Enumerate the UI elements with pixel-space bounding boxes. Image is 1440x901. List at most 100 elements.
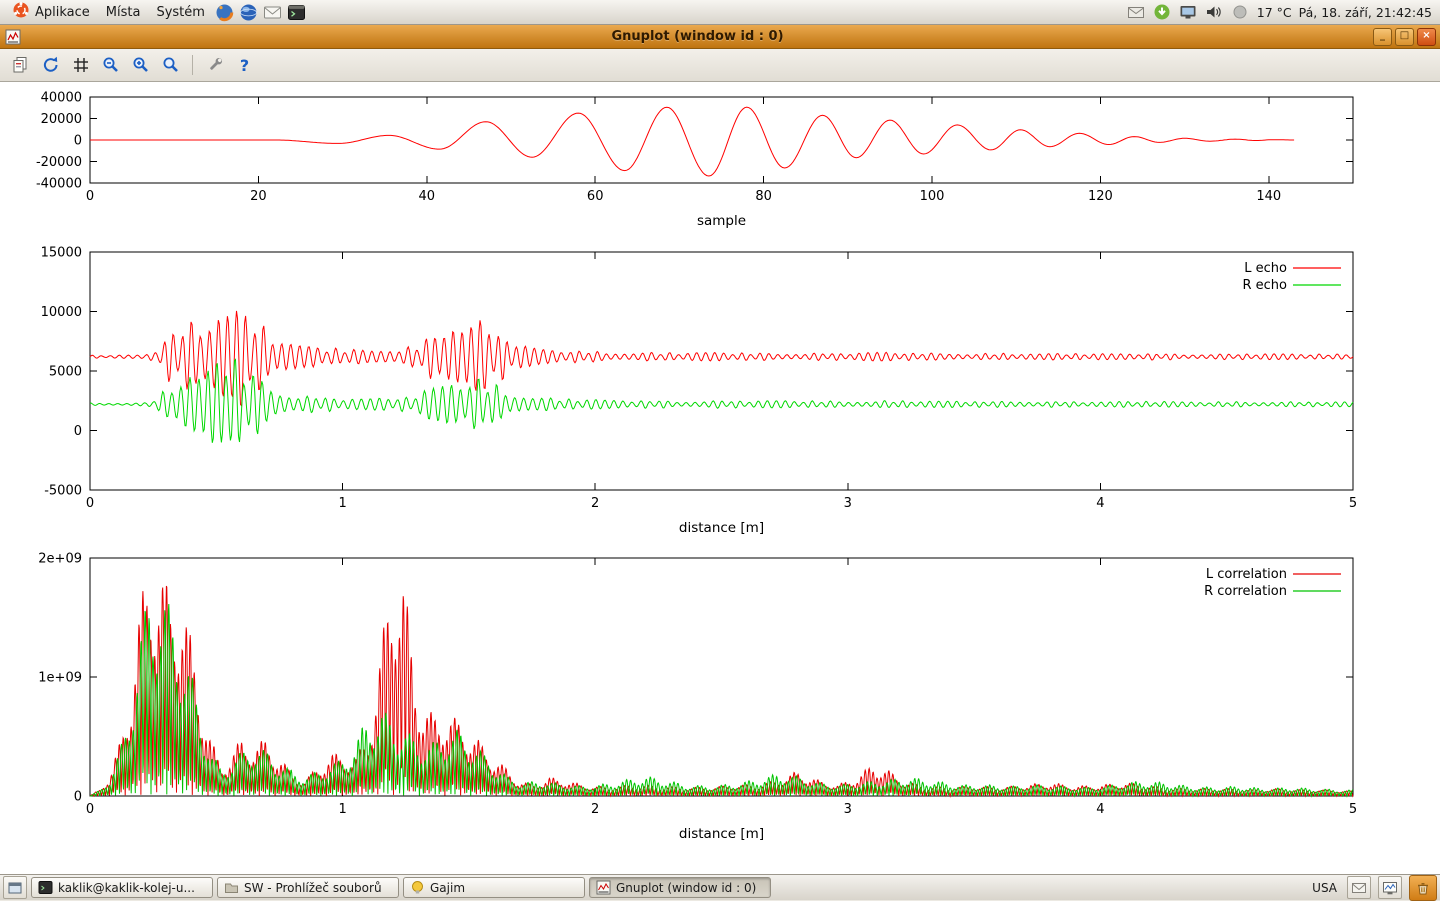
legend-label: R correlation (1204, 584, 1287, 599)
x-axis-label: distance [m] (679, 826, 764, 842)
mail-applet-button[interactable] (1347, 876, 1371, 899)
panel-tray: 17 °C Pá, 18. září, 21:42:45 (1127, 3, 1436, 22)
legend-label: L echo (1244, 261, 1287, 276)
copy-to-clipboard-button[interactable] (8, 53, 33, 78)
help-icon: ? (239, 55, 250, 75)
tick-label: 0 (74, 134, 82, 149)
menu-applications[interactable]: Aplikace (4, 0, 98, 25)
tick-label: 0 (86, 802, 94, 817)
task-terminal-label: kaklik@kaklik-kolej-u... (58, 880, 195, 895)
tick-label: 5 (1349, 496, 1357, 511)
autoscale-button[interactable] (158, 53, 183, 78)
tick-label: 3 (844, 802, 852, 817)
tick-label: 3 (844, 496, 852, 511)
mail-launcher[interactable] (262, 1, 284, 23)
series-line (89, 358, 1354, 443)
mail-tray-icon[interactable] (1127, 3, 1146, 22)
tick-label: 2e+09 (38, 552, 82, 567)
tick-label: -5000 (44, 484, 82, 499)
display-tray-icon[interactable] (1179, 3, 1198, 22)
volume-tray-icon[interactable] (1205, 3, 1224, 22)
tick-label: 5 (1349, 802, 1357, 817)
task-terminal[interactable]: kaklik@kaklik-kolej-u... (31, 877, 213, 898)
tick-label: 0 (86, 496, 94, 511)
tick-label: 120 (1088, 189, 1113, 204)
firefox-launcher[interactable] (214, 1, 236, 23)
tick-label: 10000 (41, 305, 82, 320)
copy-icon (13, 57, 26, 73)
window-selector-icon (8, 882, 22, 893)
menu-places[interactable]: Místa (98, 3, 149, 22)
menu-places-label: Místa (105, 4, 141, 20)
mail-applet-icon (1352, 882, 1366, 893)
titlebar[interactable]: Gnuplot (window id : 0) _ □ × (0, 25, 1440, 49)
web-globe-icon (240, 4, 258, 20)
zoom-previous-icon (103, 57, 118, 72)
update-tray-icon[interactable] (1153, 3, 1172, 22)
grid-icon (73, 58, 88, 72)
tick-label: 140 (1256, 189, 1281, 204)
tick-label: -20000 (36, 155, 82, 170)
tick-label: 0 (74, 424, 82, 439)
task-gnuplot[interactable]: Gnuplot (window id : 0) (589, 877, 771, 898)
task-gajim[interactable]: Gajim (403, 877, 585, 898)
task-file-browser-label: SW - Prohlížeč souborů (244, 880, 382, 895)
tick-label: 40000 (41, 91, 82, 106)
tick-label: 0 (74, 790, 82, 805)
keyboard-layout-indicator[interactable]: USA (1312, 880, 1337, 895)
plots-svg: 0 20 40 60 80 100 120 140-40000-200000200004000… (36, 91, 1358, 843)
minimize-button[interactable]: _ (1373, 27, 1392, 46)
zoom-next-button[interactable] (128, 53, 153, 78)
tick-label: 0 (86, 189, 94, 204)
toggle-grid-button[interactable] (68, 53, 93, 78)
weather-icon[interactable] (1231, 3, 1250, 22)
taskbar-tray: USA (1309, 874, 1437, 901)
clock[interactable]: Pá, 18. září, 21:42:45 (1298, 4, 1432, 20)
file-manager-icon (225, 883, 238, 893)
menu-system[interactable]: Systém (148, 3, 212, 22)
window-selector-button[interactable] (3, 876, 27, 899)
zoom-previous-button[interactable] (98, 53, 123, 78)
series-line (90, 106, 1295, 177)
window-controls: _ □ × (1373, 27, 1436, 46)
terminal-icon (288, 4, 306, 20)
maximize-button[interactable]: □ (1395, 27, 1414, 46)
replot-icon (43, 56, 57, 72)
gnome-top-panel: Aplikace Místa Systém (0, 0, 1440, 25)
gnuplot-canvas[interactable]: 0 20 40 60 80 100 120 140 -40000 -20000 0 20000 4000… (0, 82, 1440, 874)
help-button[interactable]: ? (232, 53, 257, 78)
tick-label: 100 (920, 189, 945, 204)
tick-label: 15000 (41, 246, 82, 261)
menu-applications-label: Aplikace (35, 4, 90, 20)
toolbar-separator (192, 55, 193, 75)
trash-applet[interactable] (1409, 874, 1437, 901)
tick-label: 1 (338, 496, 346, 511)
zoom-next-icon (133, 57, 148, 72)
task-file-browser[interactable]: SW - Prohlížeč souborů (217, 877, 399, 898)
tick-label: 80 (755, 189, 772, 204)
monitor-applet-button[interactable] (1378, 876, 1402, 899)
tick-label: 20 (250, 189, 267, 204)
plot-echo: 0 1 2 3 4 5 -5000 0 5000 10000 15000 distance [m] L … (41, 246, 1358, 537)
close-button[interactable]: × (1417, 27, 1436, 46)
mail-icon (264, 6, 282, 18)
series-line (89, 603, 1354, 798)
monitor-applet-icon (1383, 881, 1397, 894)
menu-system-label: Systém (156, 4, 205, 20)
gnuplot-window: Gnuplot (window id : 0) _ □ × (0, 25, 1440, 874)
x-axis-label: distance [m] (679, 520, 764, 536)
gnuplot-task-icon (596, 880, 611, 895)
configure-button[interactable] (202, 53, 227, 78)
web-globe-launcher[interactable] (238, 1, 260, 23)
window-title: Gnuplot (window id : 0) (611, 29, 784, 44)
firefox-icon (216, 4, 234, 21)
legend-label: R echo (1242, 278, 1287, 293)
temperature-label[interactable]: 17 °C (1256, 4, 1292, 20)
terminal-task-icon (38, 881, 53, 894)
terminal-launcher[interactable] (286, 1, 308, 23)
tick-label: 2 (591, 496, 599, 511)
gajim-icon (412, 881, 423, 894)
tick-label: 20000 (41, 112, 82, 127)
tick-label: 4 (1096, 802, 1104, 817)
replot-button[interactable] (38, 53, 63, 78)
